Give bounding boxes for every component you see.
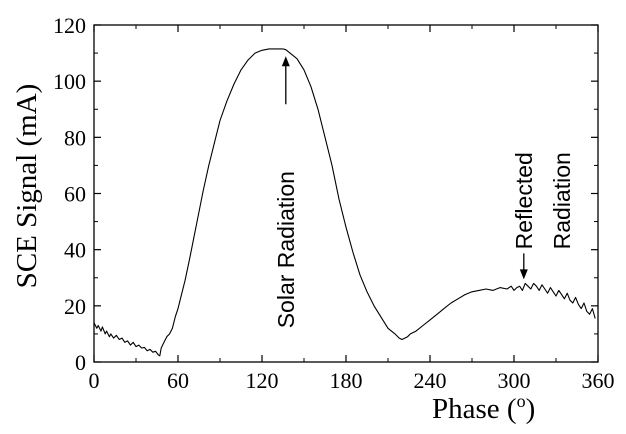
x-axis-title: Phase (o)	[432, 391, 535, 425]
x-tick-label: 240	[414, 368, 447, 393]
x-axis-title-close: )	[526, 393, 536, 425]
y-axis-title: SCE Signal (mA)	[11, 84, 43, 289]
y-tick-label: 0	[75, 350, 86, 375]
y-tick-label: 20	[64, 294, 86, 319]
x-tick-label: 180	[330, 368, 363, 393]
x-tick-label: 360	[582, 368, 615, 393]
y-tick-label: 120	[53, 13, 86, 38]
series-line-0	[93, 48, 596, 357]
reflected-arrow-head	[519, 269, 528, 280]
reflected-label-line1: Reflected	[511, 152, 537, 249]
y-axis-ticks: 0 20 40 60 80 100 120	[53, 13, 598, 375]
x-axis-unit: o	[517, 391, 526, 411]
y-tick-label: 80	[64, 125, 86, 150]
x-tick-label: 0	[89, 368, 100, 393]
y-tick-label: 100	[53, 69, 86, 94]
reflected-label-line2: Radiation	[549, 152, 575, 249]
y-tick-label: 40	[64, 238, 86, 263]
y-tick-label: 60	[64, 182, 86, 207]
x-tick-label: 300	[498, 368, 531, 393]
series-layer	[93, 48, 596, 357]
x-tick-label: 60	[167, 368, 189, 393]
x-axis-title-text: Phase (	[432, 393, 517, 425]
solar-radiation-label: Solar Radiation	[273, 171, 299, 328]
annotation-layer: Solar Radiation Reflected Radiation	[273, 56, 575, 328]
x-axis-ticks: 0 60 120 180 240 300 360	[89, 25, 615, 393]
solar-arrow-head	[281, 56, 290, 67]
x-tick-label: 120	[246, 368, 279, 393]
